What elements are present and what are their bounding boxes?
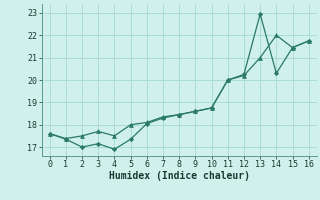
X-axis label: Humidex (Indice chaleur): Humidex (Indice chaleur)	[109, 171, 250, 181]
